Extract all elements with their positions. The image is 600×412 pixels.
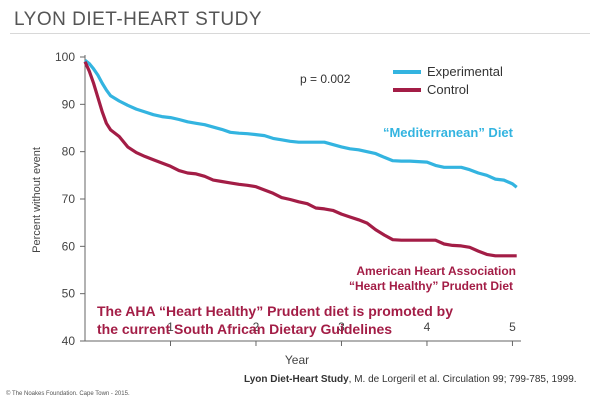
annotation-aha-line1: American Heart Association	[356, 264, 516, 278]
x-tick-label: 3	[338, 320, 345, 334]
legend-label-control: Control	[427, 82, 469, 97]
y-tick-label: 80	[62, 145, 76, 159]
x-tick-label: 4	[424, 320, 431, 334]
series-line-control	[83, 61, 517, 258]
copyright-notice: © The Noakes Foundation. Cape Town - 201…	[6, 391, 130, 397]
annotation-mediterranean: “Mediterranean” Diet	[383, 125, 514, 140]
annotation-aha-line2: “Heart Healthy” Prudent Diet	[349, 279, 513, 293]
y-tick-label: 40	[62, 334, 76, 348]
p-value-label: p = 0.002	[300, 72, 351, 86]
series-line-experimental	[84, 59, 518, 189]
x-axis-label: Year	[285, 353, 309, 367]
y-tick-label: 50	[62, 287, 76, 301]
annotation-promo-line2: the current South African Dietary Guidel…	[97, 321, 392, 337]
slide-title: LYON DIET-HEART STUDY	[14, 9, 263, 30]
citation-study-name: Lyon Diet-Heart Study	[244, 374, 349, 385]
legend-label-experimental: Experimental	[427, 64, 503, 79]
y-tick-label: 70	[62, 192, 76, 206]
x-tick-label: 1	[167, 320, 174, 334]
x-tick-label: 2	[253, 320, 260, 334]
y-axis-label: Percent without event	[31, 147, 43, 253]
y-tick-label: 100	[55, 50, 75, 64]
title-divider	[10, 33, 590, 34]
y-tick-label: 90	[62, 97, 76, 111]
y-tick-label: 60	[62, 239, 76, 253]
annotation-promo-line1: The AHA “Heart Healthy” Prudent diet is …	[97, 303, 453, 319]
citation-details: , M. de Lorgeril et al. Circulation 99; …	[348, 374, 577, 385]
x-tick-label: 5	[509, 320, 516, 334]
citation: Lyon Diet-Heart Study, M. de Lorgeril et…	[244, 374, 577, 385]
